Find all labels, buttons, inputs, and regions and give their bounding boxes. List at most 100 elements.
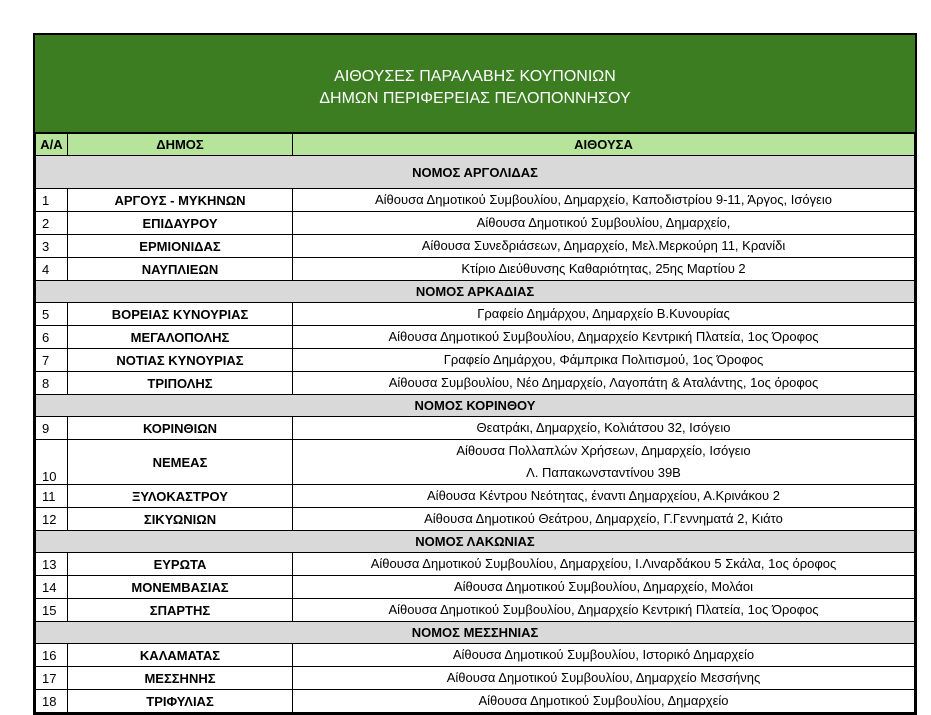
section-title: ΝΟΜΟΣ ΛΑΚΩΝΙΑΣ — [35, 530, 915, 553]
table-row: 5 ΒΟΡΕΙΑΣ ΚΥΝΟΥΡΙΑΣ Γραφείο Δημάρχου, Δημα… — [35, 302, 915, 326]
column-header-aa: Α/Α — [35, 133, 68, 156]
section-row: ΝΟΜΟΣ ΑΡΓΟΛΙΔΑΣ — [35, 155, 915, 189]
section-title: ΝΟΜΟΣ ΑΡΚΑΔΙΑΣ — [35, 280, 915, 303]
column-header-aithousa: ΑΙΘΟΥΣΑ — [292, 133, 915, 156]
row-number: 8 — [35, 371, 68, 395]
row-number: 16 — [35, 643, 68, 667]
venue-cell: Κτίριο Διεύθυνσης Καθαριότητας, 25ης Μαρ… — [292, 257, 915, 281]
section-row: ΝΟΜΟΣ ΚΟΡΙΝΘΟΥ — [35, 394, 915, 417]
municipality-name: ΤΡΙΠΟΛΗΣ — [67, 371, 293, 395]
municipality-name: ΒΟΡΕΙΑΣ ΚΥΝΟΥΡΙΑΣ — [67, 302, 293, 326]
venue-cell: Γραφείο Δημάρχου, Φάμπρικα Πολιτισμού, 1… — [292, 348, 915, 372]
table-row: 7 ΝΟΤΙΑΣ ΚΥΝΟΥΡΙΑΣ Γραφείο Δημάρχου, Φάμπρ… — [35, 348, 915, 372]
municipality-name: ΜΕΣΣΗΝΗΣ — [67, 666, 293, 690]
venue-cell: Αίθουσα Δημοτικού Συμβουλίου, Δημαρχείο, — [292, 211, 915, 235]
venue-cell: Αίθουσα Δημοτικού Συμβουλίου, Δημαρχείο — [292, 689, 915, 713]
venue-cell: Αίθουσα Δημοτικού Συμβουλίου, Δημαρχείο,… — [292, 575, 915, 599]
venue-cell: Αίθουσα Κέντρου Νεότητας, έναντι Δημαρχε… — [292, 484, 915, 508]
venue-text: Αίθουσα Δημοτικού Συμβουλίου, Δημαρχείου… — [370, 556, 837, 571]
venue-text: Κτίριο Διεύθυνσης Καθαριότητας, 25ης Μαρ… — [461, 261, 746, 276]
table-row: 17 ΜΕΣΣΗΝΗΣ Αίθουσα Δημοτικού Συμβουλίου, … — [35, 666, 915, 690]
venue-text: Αίθουσα Δημοτικού Συμβουλίου, Δημαρχείο,… — [375, 192, 832, 207]
sheet-title: ΑΙΘΟΥΣΕΣ ΠΑΡΑΛΑΒΗΣ ΚΟΥΠΟΝΙΩΝ ΔΗΜΩΝ ΠΕΡΙΦ… — [35, 35, 915, 133]
coupon-venues-sheet: ΑΙΘΟΥΣΕΣ ΠΑΡΑΛΑΒΗΣ ΚΟΥΠΟΝΙΩΝ ΔΗΜΩΝ ΠΕΡΙΦ… — [33, 33, 917, 715]
venue-text: Αίθουσα Κέντρου Νεότητας, έναντι Δημαρχε… — [427, 488, 780, 503]
section-title: ΝΟΜΟΣ ΚΟΡΙΝΘΟΥ — [35, 394, 915, 417]
table-row: 10 ΝΕΜΕΑΣ Αίθουσα Πολλαπλών Χρήσεων, Δημαρ… — [35, 439, 915, 485]
municipality-name: ΕΡΜΙΟΝΙΔΑΣ — [67, 234, 293, 258]
row-number: 14 — [35, 575, 68, 599]
municipality-name: ΝΟΤΙΑΣ ΚΥΝΟΥΡΙΑΣ — [67, 348, 293, 372]
venue-text: Γραφείο Δημάρχου, Δημαρχείο Β.Κυνουρίας — [477, 306, 730, 321]
row-number: 1 — [35, 188, 68, 212]
venue-text: Αίθουσα Συνεδριάσεων, Δημαρχείο, Μελ.Μερ… — [421, 238, 786, 253]
venue-cell: Αίθουσα Συνεδριάσεων, Δημαρχείο, Μελ.Μερ… — [292, 234, 915, 258]
row-number: 17 — [35, 666, 68, 690]
row-number: 11 — [35, 484, 68, 508]
venue-cell: Γραφείο Δημάρχου, Δημαρχείο Β.Κυνουρίας — [292, 302, 915, 326]
venue-text: Αίθουσα Δημοτικού Θεάτρου, Δημαρχείο, Γ.… — [424, 511, 783, 526]
section-row: ΝΟΜΟΣ ΛΑΚΩΝΙΑΣ — [35, 530, 915, 553]
venue-text: Αίθουσα Δημοτικού Συμβουλίου, Δημαρχείο, — [476, 215, 731, 230]
venue-text: Αίθουσα Δημοτικού Συμβουλίου, Δημαρχείο,… — [453, 579, 754, 594]
municipality-name: ΕΥΡΩΤΑ — [67, 552, 293, 576]
table-row: 1 ΑΡΓΟΥΣ - ΜΥΚΗΝΩΝ Αίθουσα Δημοτικού Συμβο… — [35, 188, 915, 212]
venue-text: Αίθουσα Δημοτικού Συμβουλίου, Δημαρχείο … — [388, 602, 819, 617]
venue-cell: Αίθουσα Δημοτικού Συμβουλίου, Ιστορικό Δ… — [292, 643, 915, 667]
venue-cell: Αίθουσα Δημοτικού Συμβουλίου, Δημαρχείου… — [292, 552, 915, 576]
municipality-name: ΣΠΑΡΤΗΣ — [67, 598, 293, 622]
venue-text: Αίθουσα Δημοτικού Συμβουλίου, Δημαρχείο … — [446, 670, 761, 685]
municipality-name: ΝΑΥΠΛΙΕΩΝ — [67, 257, 293, 281]
section-row: ΝΟΜΟΣ ΑΡΚΑΔΙΑΣ — [35, 280, 915, 303]
venue-cell: Αίθουσα Δημοτικού Συμβουλίου, Δημαρχείο,… — [292, 188, 915, 212]
row-number: 5 — [35, 302, 68, 326]
table-row: 11 ΞΥΛΟΚΑΣΤΡΟΥ Αίθουσα Κέντρου Νεότητας, έ… — [35, 484, 915, 508]
table-row: 6 ΜΕΓΑΛΟΠΟΛΗΣ Αίθουσα Δημοτικού Συμβουλίου… — [35, 325, 915, 349]
row-number: 18 — [35, 689, 68, 713]
venue-cell: Αίθουσα Δημοτικού Συμβουλίου, Δημαρχείο … — [292, 666, 915, 690]
table-row: 18 ΤΡΙΦΥΛΙΑΣ Αίθουσα Δημοτικού Συμβουλίου,… — [35, 689, 915, 713]
venue-text: Αίθουσα Δημοτικού Συμβουλίου, Δημαρχείο … — [388, 329, 819, 344]
venue-cell: Αίθουσα Δημοτικού Συμβουλίου, Δημαρχείο … — [292, 325, 915, 349]
row-number: 15 — [35, 598, 68, 622]
municipality-name: ΚΑΛΑΜΑΤΑΣ — [67, 643, 293, 667]
row-number: 12 — [35, 507, 68, 531]
table-row: 3 ΕΡΜΙΟΝΙΔΑΣ Αίθουσα Συνεδριάσεων, Δημαρχε… — [35, 234, 915, 258]
venue-text: Αίθουσα Πολλαπλών Χρήσεων, Δημαρχείο, Ισ… — [456, 443, 751, 458]
title-line-2: ΔΗΜΩΝ ΠΕΡΙΦΕΡΕΙΑΣ ΠΕΛΟΠΟΝΝΗΣΟΥ — [319, 89, 631, 107]
row-number: 9 — [35, 416, 68, 440]
municipality-name: ΑΡΓΟΥΣ - ΜΥΚΗΝΩΝ — [67, 188, 293, 212]
municipality-name: ΣΙΚΥΩΝΙΩΝ — [67, 507, 293, 531]
section-title: ΝΟΜΟΣ ΑΡΓΟΛΙΔΑΣ — [35, 155, 915, 189]
table-row: 8 ΤΡΙΠΟΛΗΣ Αίθουσα Συμβουλίου, Νέο Δημαρχε… — [35, 371, 915, 395]
row-number: 3 — [35, 234, 68, 258]
table-row: 16 ΚΑΛΑΜΑΤΑΣ Αίθουσα Δημοτικού Συμβουλίου,… — [35, 643, 915, 667]
municipality-name: ΝΕΜΕΑΣ — [67, 439, 293, 485]
venue-cell: Αίθουσα Δημοτικού Θεάτρου, Δημαρχείο, Γ.… — [292, 507, 915, 531]
row-number: 10 — [35, 439, 68, 485]
venue-text: Αίθουσα Δημοτικού Συμβουλίου, Δημαρχείο — [478, 693, 729, 708]
venue-text: Αίθουσα Δημοτικού Συμβουλίου, Ιστορικό Δ… — [452, 647, 755, 662]
table-row: 9 ΚΟΡΙΝΘΙΩΝ Θεατράκι, Δημαρχείο, Κολιάτσου… — [35, 416, 915, 440]
venue-cell: Αίθουσα Συμβουλίου, Νέο Δημαρχείο, Λαγοπ… — [292, 371, 915, 395]
table-row: 12 ΣΙΚΥΩΝΙΩΝ Αίθουσα Δημοτικού Θεάτρου, Δη… — [35, 507, 915, 531]
row-number: 2 — [35, 211, 68, 235]
municipality-name: ΜΕΓΑΛΟΠΟΛΗΣ — [67, 325, 293, 349]
row-number: 13 — [35, 552, 68, 576]
section-row: ΝΟΜΟΣ ΜΕΣΣΗΝΙΑΣ — [35, 621, 915, 644]
venue-text: Αίθουσα Συμβουλίου, Νέο Δημαρχείο, Λαγοπ… — [388, 375, 819, 390]
venues-table: Α/Α ΔΗΜΟΣ ΑΙΘΟΥΣΑ ΝΟΜΟΣ ΑΡΓΟΛΙΔΑΣ 1 ΑΡΓΟΥΣ… — [35, 133, 915, 713]
row-number: 4 — [35, 257, 68, 281]
table-row: 2 ΕΠΙΔΑΥΡΟΥ Αίθουσα Δημοτικού Συμβουλίου, … — [35, 211, 915, 235]
municipality-name: ΤΡΙΦΥΛΙΑΣ — [67, 689, 293, 713]
table-row: 13 ΕΥΡΩΤΑ Αίθουσα Δημοτικού Συμβουλίου, Δη… — [35, 552, 915, 576]
title-line-1: ΑΙΘΟΥΣΕΣ ΠΑΡΑΛΑΒΗΣ ΚΟΥΠΟΝΙΩΝ — [334, 67, 616, 85]
venue-text: Λ. Παπακωνσταντίνου 39Β — [526, 465, 681, 480]
table-row: 14 ΜΟΝΕΜΒΑΣΙΑΣ Αίθουσα Δημοτικού Συμβουλίο… — [35, 575, 915, 599]
municipality-name: ΚΟΡΙΝΘΙΩΝ — [67, 416, 293, 440]
section-title: ΝΟΜΟΣ ΜΕΣΣΗΝΙΑΣ — [35, 621, 915, 644]
table-row: 4 ΝΑΥΠΛΙΕΩΝ Κτίριο Διεύθυνσης Καθαριότητας… — [35, 257, 915, 281]
table-header-row: Α/Α ΔΗΜΟΣ ΑΙΘΟΥΣΑ — [35, 133, 915, 156]
venue-cell: Θεατράκι, Δημαρχείο, Κολιάτσου 32, Ισόγε… — [292, 416, 915, 440]
venue-cell: Αίθουσα Πολλαπλών Χρήσεων, Δημαρχείο, Ισ… — [292, 439, 915, 485]
